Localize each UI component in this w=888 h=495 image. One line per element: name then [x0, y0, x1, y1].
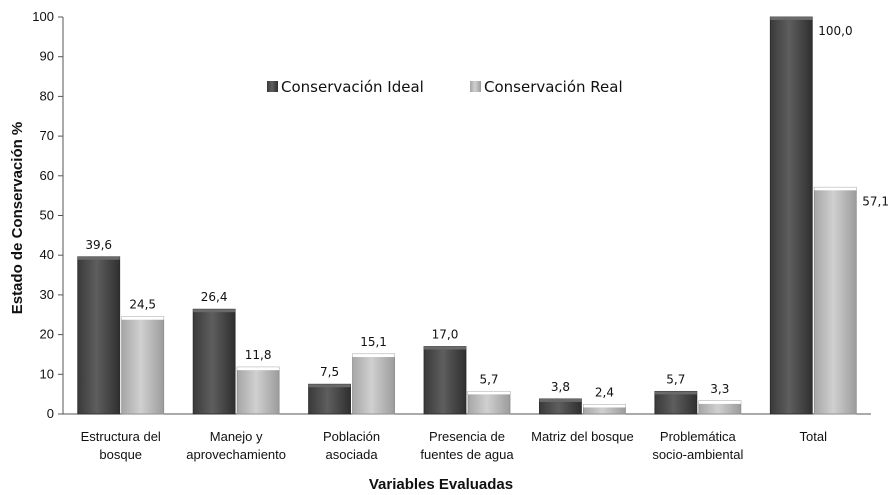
bar-ideal	[769, 16, 813, 415]
bar-top-bevel	[814, 187, 857, 191]
bar-real	[121, 316, 165, 415]
y-tick-label: 100	[32, 9, 54, 24]
y-tick-label: 10	[40, 366, 54, 381]
y-axis-title: Estado de Conservación %	[9, 122, 26, 315]
y-tick-label: 80	[40, 88, 54, 103]
bar-top-bevel	[539, 398, 582, 402]
y-tick-label: 90	[40, 49, 54, 64]
legend-label-real: Conservación Real	[484, 78, 623, 96]
category-label: Total	[800, 429, 828, 444]
y-tick-label: 70	[40, 128, 54, 143]
data-label: 11,8	[245, 348, 272, 362]
bar-top-bevel	[654, 391, 697, 395]
category-label: bosque	[99, 447, 142, 462]
category-label: Población	[323, 429, 380, 444]
bar-top-bevel	[583, 404, 626, 408]
category-label: aprovechamiento	[186, 447, 286, 462]
bar-top-bevel	[308, 384, 351, 388]
data-label: 5,7	[479, 372, 498, 386]
y-tick-label: 60	[40, 168, 54, 183]
x-axis-title: Variables Evaluadas	[369, 476, 513, 493]
bar-top-bevel	[424, 346, 466, 350]
category-label: Matriz del bosque	[531, 429, 634, 444]
y-tick-label: 20	[40, 327, 54, 342]
data-label: 3,8	[551, 380, 570, 394]
y-tick-label: 30	[40, 287, 54, 302]
category-label: fuentes de agua	[420, 447, 514, 462]
bar-ideal	[192, 308, 236, 415]
bars	[77, 16, 857, 415]
y-axis: 0 10 20 30 40 50 60 70 80 90 100	[32, 9, 64, 421]
bar-ideal	[654, 390, 698, 415]
bar-real	[236, 366, 280, 415]
category-labels: Estructura del bosque Manejo y aprovechamie…	[81, 429, 828, 462]
bar-top-bevel	[193, 309, 236, 313]
category-label: Problemática	[660, 429, 737, 444]
bar-ideal	[423, 346, 467, 415]
bar-real	[352, 353, 395, 415]
legend-swatch-real	[470, 81, 481, 92]
category-label: asociada	[326, 447, 379, 462]
data-label: 15,1	[360, 335, 387, 349]
legend: Conservación Ideal Conservación Real	[267, 78, 623, 96]
bar-ideal	[308, 383, 351, 415]
bar-top-bevel	[77, 256, 120, 260]
data-label: 57,1	[862, 194, 888, 208]
category-label: Estructura del	[81, 429, 161, 444]
bar-top-bevel	[237, 367, 280, 371]
bar-top-bevel	[352, 354, 395, 358]
data-label: 39,6	[85, 238, 112, 252]
data-label: 5,7	[666, 372, 685, 386]
bar-ideal	[77, 256, 121, 415]
legend-label-ideal: Conservación Ideal	[281, 78, 424, 96]
category-label: Presencia de	[429, 429, 505, 444]
category-label: Manejo y	[210, 429, 263, 444]
data-label: 17,0	[432, 328, 459, 342]
category-label: socio-ambiental	[652, 447, 743, 462]
data-label: 26,4	[201, 290, 228, 304]
data-label: 7,5	[320, 365, 339, 379]
y-tick-label: 40	[40, 247, 54, 262]
y-tick-label: 50	[40, 208, 54, 223]
y-tick-label: 0	[47, 406, 54, 421]
data-labels: 39,6 24,5 26,4 11,8 7,5 15,1 17,0 5,7 3,8 2,4 5,7 3…	[85, 24, 888, 399]
bar-real	[467, 390, 511, 415]
data-label: 3,3	[710, 382, 729, 396]
data-label: 100,0	[818, 24, 852, 38]
bar-top-bevel	[770, 17, 813, 20]
bar-top-bevel	[121, 316, 164, 320]
legend-swatch-ideal	[267, 81, 278, 92]
bar-top-bevel	[698, 400, 741, 404]
bar-real	[813, 186, 857, 415]
data-label: 24,5	[129, 298, 156, 312]
data-label: 2,4	[595, 385, 614, 399]
bar-top-bevel	[468, 391, 510, 395]
